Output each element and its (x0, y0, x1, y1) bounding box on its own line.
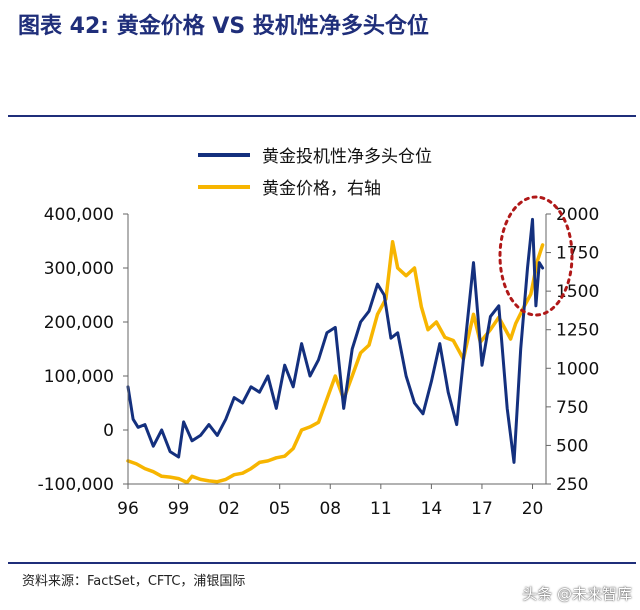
legend-label: 黄金价格，右轴 (262, 179, 381, 199)
top-rule (8, 115, 636, 117)
plot-lines (126, 217, 545, 485)
y-left-tick-label: -100,000 (38, 475, 114, 495)
y-left-tick-label: 0 (103, 421, 114, 441)
y-right-tick-label: 750 (556, 398, 588, 418)
y-right-tick-label: 250 (556, 475, 588, 495)
y-right-tick-label: 1250 (556, 321, 599, 341)
figure-title: 图表 42: 黄金价格 VS 投机性净多头仓位 (18, 14, 429, 39)
y-right-tick-label: 2000 (556, 205, 599, 225)
x-tick-label: 99 (168, 499, 190, 519)
y-left-tick-label: 200,000 (44, 313, 114, 333)
x-tick-label: 08 (319, 499, 341, 519)
y-right-tick-label: 1500 (556, 282, 599, 302)
source-note: 资料来源：FactSet，CFTC，浦银国际 (22, 574, 246, 589)
x-tick-label: 17 (471, 499, 493, 519)
y-right-tick-label: 1750 (556, 244, 599, 264)
highlight-ellipse (498, 195, 574, 317)
x-tick-label: 02 (218, 499, 240, 519)
legend-label: 黄金投机性净多头仓位 (262, 147, 432, 167)
watermark: 头条 @未来智库 (522, 585, 632, 603)
x-tick-label: 14 (421, 499, 443, 519)
x-tick-label: 20 (522, 499, 544, 519)
y-left-tick-label: 100,000 (44, 367, 114, 387)
series-line-gold-price (126, 240, 545, 485)
x-tick-label: 05 (269, 499, 291, 519)
y-left-tick-label: 400,000 (44, 205, 114, 225)
y-right-tick-label: 500 (556, 436, 588, 456)
y-left-tick-label: 300,000 (44, 259, 114, 279)
x-tick-label: 11 (370, 499, 392, 519)
series-line-net-long-positions (126, 217, 545, 464)
y-right-tick-label: 1000 (556, 359, 599, 379)
bottom-rule (8, 562, 636, 564)
x-tick-label: 96 (117, 499, 139, 519)
